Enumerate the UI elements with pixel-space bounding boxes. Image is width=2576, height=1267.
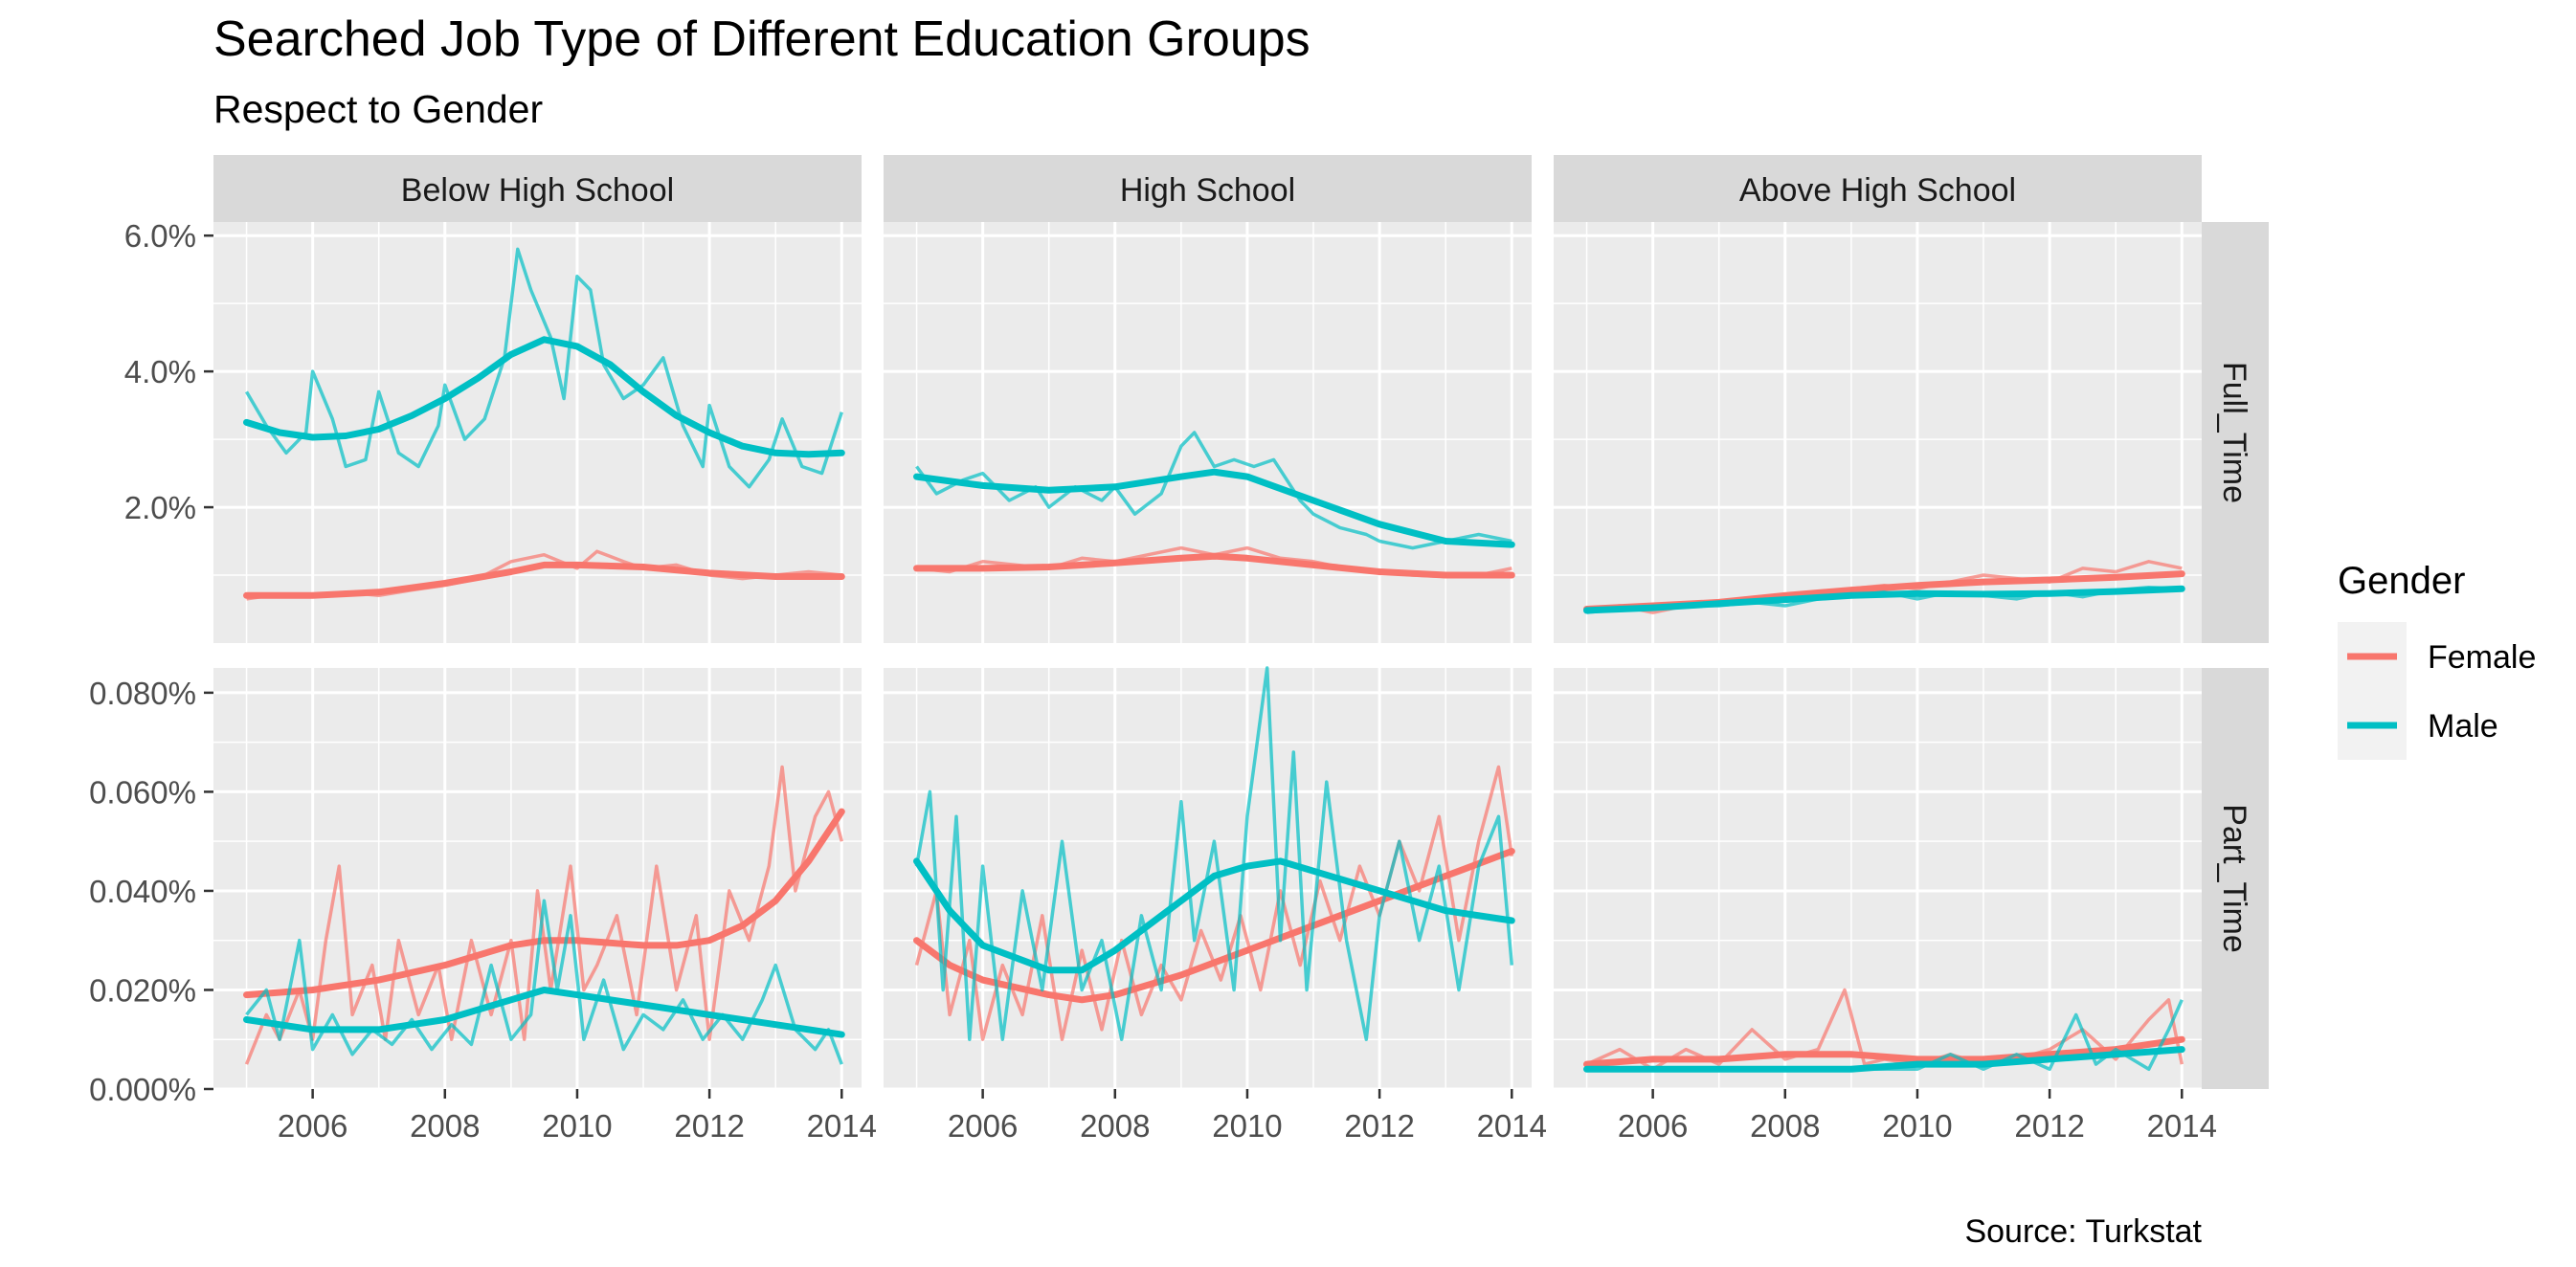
y-tick-label: 0.020% <box>89 972 196 1008</box>
series-smooth-male <box>913 857 1515 974</box>
series-smooth-female <box>243 561 845 599</box>
x-tick-label: 2014 <box>2147 1108 2217 1144</box>
panel-part-time-below-high-school: 0.000% 0.020% 0.040% 0.060% 0.080% 2006 2008 20… <box>89 668 877 1144</box>
y-tick-label: 0.080% <box>89 676 196 711</box>
strip-label-below-high-school: Below High School <box>401 172 674 209</box>
legend-label-male: Male <box>2428 708 2498 745</box>
x-tick-label: 2010 <box>1882 1108 1952 1144</box>
legend-label-female: Female <box>2428 639 2536 676</box>
series-smooth-female <box>1583 1035 2185 1068</box>
x-tick-label: 2008 <box>410 1108 480 1144</box>
legend: Gender Female Male <box>2338 560 2536 760</box>
y-tick-label: 4.0% <box>124 354 196 389</box>
x-tick-label: 2008 <box>1080 1108 1150 1144</box>
y-tick-label: 6.0% <box>124 218 196 254</box>
series-smooth-male <box>243 336 845 458</box>
x-tick-label: 2006 <box>948 1108 1018 1144</box>
x-tick-label: 2008 <box>1750 1108 1820 1144</box>
series-raw-male <box>914 666 1514 1041</box>
chart-subtitle: Respect to Gender <box>213 87 543 131</box>
panel-background <box>1554 222 2202 643</box>
x-tick-label: 2006 <box>1618 1108 1688 1144</box>
series-raw-male <box>244 247 843 489</box>
series-raw-male <box>915 431 1512 550</box>
panel-part-time-high-school: 2006 2008 2010 2012 2014 <box>884 666 1547 1144</box>
series-smooth-male <box>913 468 1515 548</box>
panel-background <box>1554 668 2202 1089</box>
y-tick-label: 0.000% <box>89 1072 196 1107</box>
strip-label-full-time: Full_Time <box>2216 362 2252 503</box>
strip-label-part-time: Part_Time <box>2216 804 2252 953</box>
strip-label-high-school: High School <box>1120 172 1295 209</box>
panel-background <box>884 222 1532 643</box>
x-tick-label: 2012 <box>2014 1108 2084 1144</box>
y-tick-label: 2.0% <box>124 490 196 525</box>
y-tick-label: 0.040% <box>89 874 196 909</box>
y-tick-label: 0.060% <box>89 774 196 810</box>
panel-full-time-high-school <box>884 222 1532 643</box>
panel-background <box>213 222 862 643</box>
series-raw-female <box>244 765 843 1065</box>
panel-part-time-above-high-school: 2006 2008 2010 2012 2014 <box>1554 668 2217 1144</box>
series-smooth-female <box>243 808 845 999</box>
legend-title: Gender <box>2338 560 2465 602</box>
series-smooth-male <box>243 987 845 1038</box>
series-raw-female <box>914 765 1514 1041</box>
strip-part-time <box>2202 668 2269 1089</box>
x-tick-label: 2012 <box>674 1108 744 1144</box>
panel-full-time-below-high-school: 2.0% 4.0% 6.0% <box>124 218 862 643</box>
x-tick-label: 2014 <box>807 1108 877 1144</box>
strip-below-high-school <box>213 155 862 222</box>
strip-label-above-high-school: Above High School <box>1739 172 2016 209</box>
x-tick-label: 2010 <box>1212 1108 1282 1144</box>
panel-full-time-above-high-school <box>1554 222 2202 643</box>
strip-high-school <box>884 155 1532 222</box>
x-tick-label: 2012 <box>1344 1108 1414 1144</box>
chart-caption: Source: Turkstat <box>1964 1213 2202 1250</box>
panels-layer: Below High School High School Above High S… <box>89 155 2269 1144</box>
strip-above-high-school <box>1554 155 2202 222</box>
x-tick-label: 2014 <box>1477 1108 1547 1144</box>
strip-full-time <box>2202 222 2269 643</box>
x-tick-label: 2006 <box>278 1108 347 1144</box>
x-tick-label: 2010 <box>542 1108 612 1144</box>
series-smooth-male <box>1583 1046 2185 1073</box>
series-smooth-male <box>1583 585 2185 614</box>
series-smooth-female <box>913 552 1515 579</box>
chart-title: Searched Job Type of Different Education… <box>213 11 1310 67</box>
